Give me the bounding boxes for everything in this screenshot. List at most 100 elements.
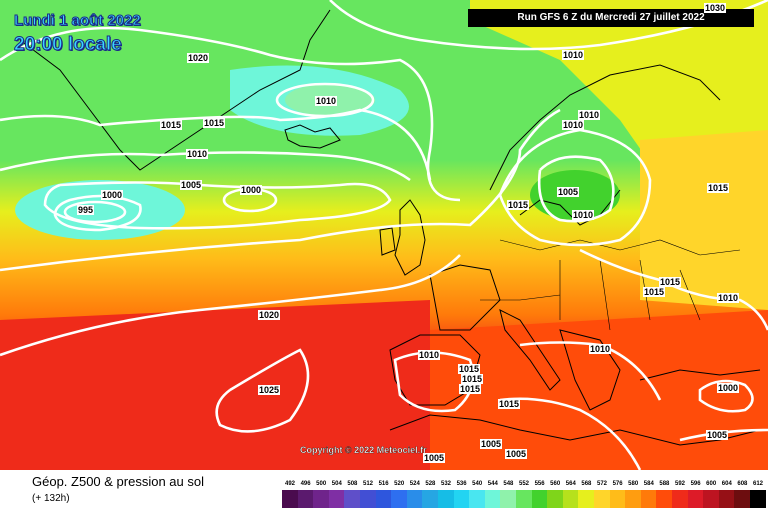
isobar-label: 1010 <box>589 344 612 354</box>
scale-tick-label: 532 <box>440 481 451 487</box>
isobar-label: 1015 <box>203 118 226 128</box>
isobar-1020-north <box>0 26 461 202</box>
scale-swatch <box>344 490 361 508</box>
scale-tick-label: 576 <box>612 481 623 487</box>
scale-tick-label: 600 <box>706 481 717 487</box>
copyright-notice: Copyright © 2022 Meteociel.fr <box>300 445 427 455</box>
isobar-label: 1010 <box>578 110 601 120</box>
scale-swatch <box>453 490 470 508</box>
isobar-1015-scandinavia <box>498 128 652 247</box>
scale-tick-label: 568 <box>581 481 592 487</box>
scale-swatch <box>328 490 345 508</box>
scale-swatch <box>531 490 548 508</box>
scale-swatch <box>469 490 486 508</box>
isobar-label: 1000 <box>717 383 740 393</box>
isobar-1020-atlantic <box>0 254 461 357</box>
isobar-label: 1010 <box>186 149 209 159</box>
isobar-label: 1015 <box>507 200 530 210</box>
run-info: Run GFS 6 Z du Mercredi 27 juillet 2022 <box>468 9 754 27</box>
scale-tick-label: 544 <box>487 481 498 487</box>
scale-swatch <box>640 490 657 508</box>
scale-tick-label: 496 <box>300 481 311 487</box>
isobar-1025-azores <box>215 348 310 433</box>
scale-swatch <box>750 490 766 508</box>
isobar-label: 1010 <box>572 210 595 220</box>
isobar-label: 1010 <box>562 50 585 60</box>
eastern-med <box>639 369 761 381</box>
scale-swatch <box>594 490 610 508</box>
isobar-1010-iceland <box>275 82 375 118</box>
isobar-label: 1015 <box>160 120 183 130</box>
scandinavia-coast <box>489 64 721 226</box>
isobar-label: 1015 <box>659 277 682 287</box>
isobar-label: 1000 <box>240 185 263 195</box>
scale-tick-label: 572 <box>596 481 607 487</box>
scale-tick-label: 520 <box>394 481 405 487</box>
scale-swatch <box>516 490 532 508</box>
scale-tick-label: 556 <box>534 481 545 487</box>
isobar-label: 1015 <box>458 364 481 374</box>
isobar-label: 1010 <box>418 350 441 360</box>
scale-swatch <box>718 490 735 508</box>
isobar-label: 1010 <box>717 293 740 303</box>
isobar-1015-central <box>499 397 642 470</box>
iceland-coast <box>284 124 341 149</box>
scale-tick-label: 604 <box>721 481 732 487</box>
isobar-label: 1005 <box>423 453 446 463</box>
forecast-time: 20:00 locale <box>14 34 123 56</box>
greenland-coast <box>19 9 331 171</box>
isobar-label: 1000 <box>101 190 124 200</box>
geopotential-map <box>0 0 768 470</box>
scale-swatch <box>391 490 408 508</box>
isobar-label: 1005 <box>706 430 729 440</box>
orange-east <box>640 130 768 310</box>
scale-tick-label: 504 <box>331 481 342 487</box>
scale-swatch <box>282 490 298 508</box>
italy-coast <box>499 309 561 391</box>
isobar-1015-atlantic <box>0 108 561 272</box>
africa-coast <box>389 414 761 446</box>
chart-title: Géop. Z500 & pression au sol <box>32 474 204 489</box>
scale-swatch <box>406 490 423 508</box>
scale-tick-label: 588 <box>659 481 670 487</box>
scale-tick-label: 580 <box>628 481 639 487</box>
scale-tick-label: 500 <box>316 481 327 487</box>
isobar-1010-east <box>579 248 768 331</box>
scale-tick-label: 552 <box>518 481 529 487</box>
scale-swatch <box>687 490 704 508</box>
isobar-label: 1030 <box>704 3 727 13</box>
scale-tick-label: 608 <box>737 481 748 487</box>
scale-tick-label: 584 <box>643 481 654 487</box>
scale-swatch <box>734 490 751 508</box>
isobar-label: 1015 <box>461 374 484 384</box>
scale-swatch <box>375 490 392 508</box>
scale-swatch <box>484 490 501 508</box>
scale-swatch <box>625 490 642 508</box>
scale-tick-label: 560 <box>550 481 561 487</box>
scale-swatch <box>578 490 595 508</box>
isobar-label: 1015 <box>643 287 666 297</box>
isobar-label: 1020 <box>187 53 210 63</box>
scale-tick-label: 564 <box>565 481 576 487</box>
scale-tick-label: 596 <box>690 481 701 487</box>
coastlines <box>19 9 761 446</box>
red-south-east <box>430 310 768 470</box>
scale-tick-label: 540 <box>472 481 483 487</box>
scale-swatch <box>360 490 376 508</box>
isobar-995 <box>63 200 127 224</box>
isobar-label: 1010 <box>562 120 585 130</box>
forecast-date: Lundi 1 août 2022 <box>14 12 142 30</box>
isobar-label: 1015 <box>459 384 482 394</box>
isobar-label: 1015 <box>707 183 730 193</box>
isobar-1010-scandinavia <box>537 155 615 223</box>
scale-swatch <box>703 490 720 508</box>
isobar-label: 1020 <box>258 310 281 320</box>
scale-swatch <box>313 490 330 508</box>
scale-tick-label: 592 <box>674 481 685 487</box>
scale-tick-label: 536 <box>456 481 467 487</box>
scale-tick-label: 612 <box>752 481 763 487</box>
red-south-west <box>0 300 430 470</box>
isobar-1015-north <box>0 108 432 181</box>
isobar-1000-turkey <box>698 379 754 413</box>
